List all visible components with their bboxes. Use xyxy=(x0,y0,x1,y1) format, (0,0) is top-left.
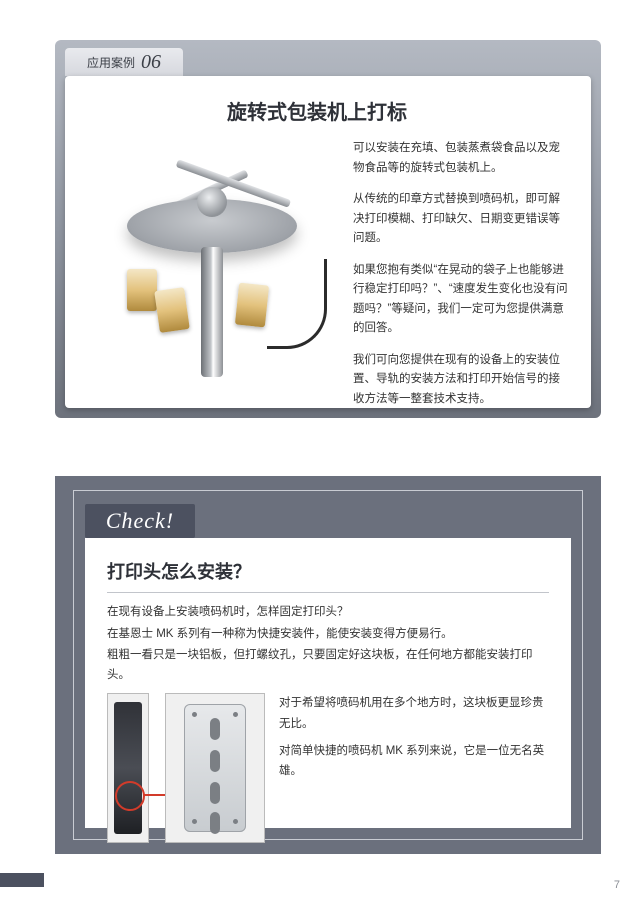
case-text: 可以安装在充填、包装蒸煮袋食品以及宠物食品等的旋转式包装机上。 从传统的印章方式… xyxy=(353,139,569,422)
page-number: 7 xyxy=(614,879,620,891)
machine-pillar xyxy=(201,247,223,377)
check-body: 打印头怎么安装？ 在现有设备上安装喷码机时，怎样固定打印头？ 在基恩士 MK 系… xyxy=(85,538,571,828)
bracket-slot xyxy=(210,718,220,740)
bracket-slot xyxy=(210,812,220,834)
check-intro-line: 在现有设备上安装喷码机时，怎样固定打印头？ xyxy=(107,603,549,623)
case-title: 旋转式包装机上打标 xyxy=(227,96,569,125)
check-side-text: 对于希望将喷码机用在多个地方时，这块板更显珍贵无比。 对简单快捷的喷码机 MK … xyxy=(279,693,549,843)
case-para: 我们可向您提供在现有的设备上的安装位置、导轨的安装方法和打印开始信号的接收方法等… xyxy=(353,351,569,410)
case-para: 可以安装在充填、包装蒸煮袋食品以及宠物食品等的旋转式包装机上。 xyxy=(353,139,569,178)
check-card: Check! 打印头怎么安装？ 在现有设备上安装喷码机时，怎样固定打印头？ 在基… xyxy=(55,476,601,854)
printhead-photo xyxy=(107,693,149,843)
case-body: 旋转式包装机上打标 可以安装在充填、包装蒸煮袋食品以及宠物食品等的旋转式包装机上… xyxy=(65,76,591,408)
machine-cable xyxy=(267,259,327,349)
bracket-shape xyxy=(184,704,246,832)
case-para: 如果您抱有类似“在晃动的袋子上也能够进行稳定打印吗？”、“速度发生变化也没有问题… xyxy=(353,261,569,339)
case-content: 可以安装在充填、包装蒸煮袋食品以及宠物食品等的旋转式包装机上。 从传统的印章方式… xyxy=(87,139,569,422)
bracket-hole xyxy=(192,712,197,717)
rotary-machine-image xyxy=(87,139,335,389)
case-tab-number: 06 xyxy=(141,51,161,74)
footer-accent xyxy=(0,873,44,887)
case-tab: 应用案例 06 xyxy=(65,48,183,76)
pouch xyxy=(127,269,157,311)
check-intro-line: 粗粗一看只是一块铝板，但打螺纹孔，只要固定好这块板，在任何地方都能安装打印头。 xyxy=(107,646,549,685)
check-side-para: 对简单快捷的喷码机 MK 系列来说，它是一位无名英雄。 xyxy=(279,741,549,782)
bracket-photo xyxy=(165,693,265,843)
case-tab-label: 应用案例 xyxy=(87,54,135,71)
machine-hub xyxy=(197,187,227,217)
bracket-slot xyxy=(210,782,220,804)
bracket-slot xyxy=(210,750,220,772)
case-para: 从传统的印章方式替换到喷码机，即可解决打印模糊、打印缺欠、日期变更错误等问题。 xyxy=(353,190,569,249)
bracket-hole xyxy=(233,819,238,824)
check-side-para: 对于希望将喷码机用在多个地方时，这块板更显珍贵无比。 xyxy=(279,693,549,734)
check-intro-line: 在基恩士 MK 系列有一种称为快捷安装件，能使安装变得方便易行。 xyxy=(107,625,549,645)
photo-group xyxy=(107,693,265,843)
pouch xyxy=(154,287,190,333)
check-title: 打印头怎么安装？ xyxy=(107,558,549,593)
pouch xyxy=(235,283,269,328)
check-intro: 在现有设备上安装喷码机时，怎样固定打印头？ 在基恩士 MK 系列有一种称为快捷安… xyxy=(107,603,549,685)
printhead-shape xyxy=(114,702,142,834)
check-content: 对于希望将喷码机用在多个地方时，这块板更显珍贵无比。 对简单快捷的喷码机 MK … xyxy=(107,693,549,843)
check-tab: Check! xyxy=(85,504,195,538)
bracket-hole xyxy=(233,712,238,717)
bracket-hole xyxy=(192,819,197,824)
case-study-card: 应用案例 06 旋转式包装机上打标 可以安装在充填、包装蒸煮袋食品以及宠物食品等… xyxy=(55,40,601,418)
check-label: Check! xyxy=(106,508,174,534)
